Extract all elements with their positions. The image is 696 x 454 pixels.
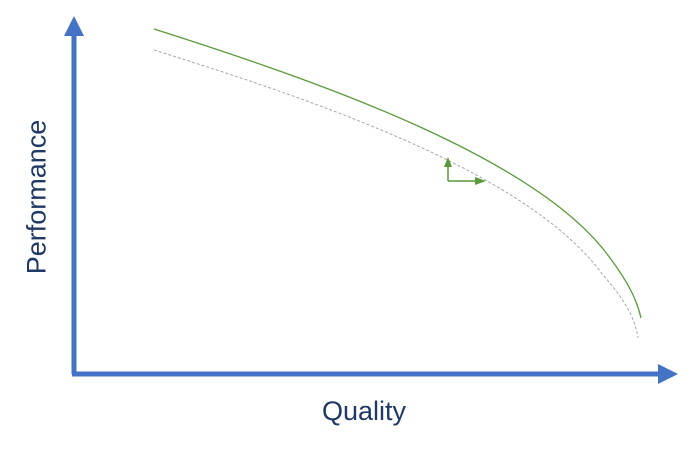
baseline-frontier-curve <box>153 49 639 339</box>
x-axis-label: Quality <box>322 396 407 426</box>
y-axis-arrowhead-icon <box>64 16 84 36</box>
axes <box>64 16 678 384</box>
x-axis-arrowhead-icon <box>658 364 678 384</box>
improvement-arrows <box>444 157 486 185</box>
improved-frontier-curve <box>153 28 642 319</box>
y-axis-label: Performance <box>21 119 52 275</box>
right-arrow-icon <box>475 177 486 185</box>
up-arrow-icon <box>444 157 452 167</box>
